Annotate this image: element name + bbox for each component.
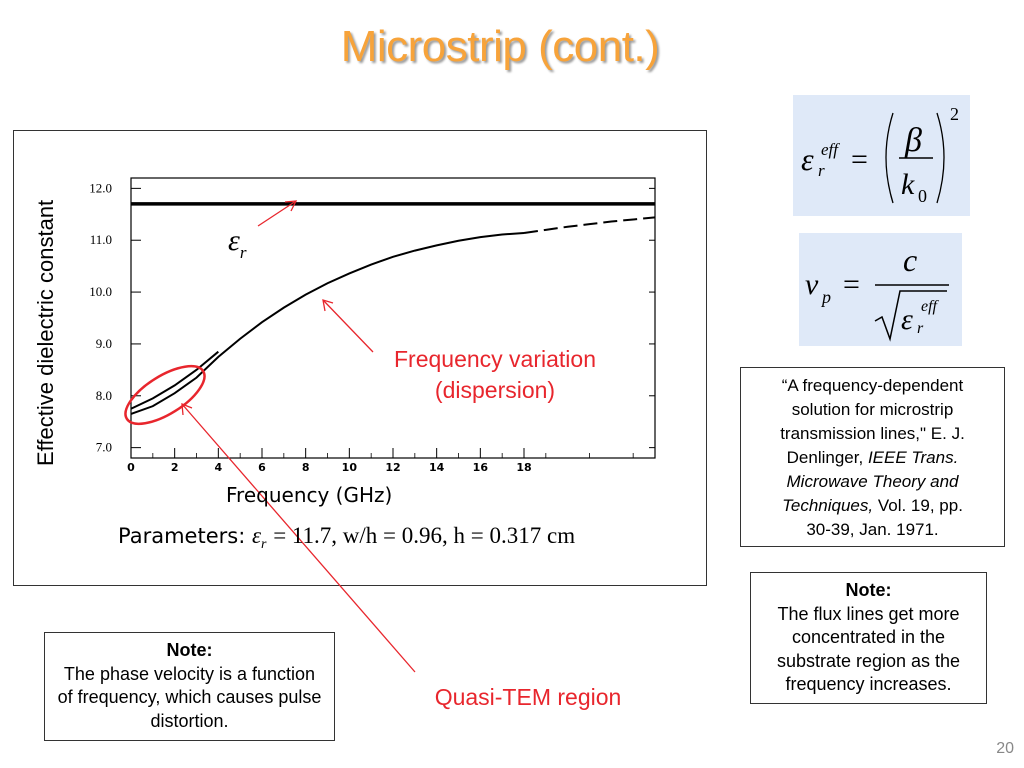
svg-text:v: v bbox=[805, 268, 819, 301]
y-axis-label: Effective dielectric constant bbox=[33, 199, 58, 466]
er-arrow bbox=[257, 200, 297, 227]
svg-text:eff: eff bbox=[821, 140, 840, 159]
svg-text:r: r bbox=[917, 320, 924, 337]
y-tick-label: 7.0 bbox=[96, 440, 112, 455]
slide-title: Microstrip (cont.) bbox=[340, 22, 660, 71]
page-number: 20 bbox=[996, 740, 1014, 757]
svg-text:=: = bbox=[843, 268, 860, 301]
svg-text:2: 2 bbox=[950, 104, 959, 124]
y-tick-label: 8.0 bbox=[96, 388, 112, 403]
x-axis-label: Frequency (GHz) bbox=[226, 483, 393, 507]
x-tick-label: 16 bbox=[473, 461, 489, 474]
y-tick-label: 12.0 bbox=[89, 180, 112, 195]
flux-note: Note: The flux lines get more concentrat… bbox=[750, 572, 987, 704]
svg-text:ε: ε bbox=[801, 141, 814, 177]
series-line-1 bbox=[130, 231, 525, 415]
svg-text:c: c bbox=[903, 242, 917, 278]
flux-note-text: The flux lines get more concentrated in … bbox=[776, 603, 961, 695]
svg-text:ε: ε bbox=[901, 303, 913, 336]
equation-1-graphic: ε eff r = β k 0 2 bbox=[801, 104, 959, 206]
phase-note-title: Note: bbox=[166, 640, 213, 660]
quasi-tem-arrow bbox=[181, 403, 416, 673]
svg-text:0: 0 bbox=[918, 186, 927, 206]
x-tick-label: 14 bbox=[429, 461, 445, 474]
series-line-2 bbox=[523, 216, 656, 234]
svg-text:=: = bbox=[851, 143, 868, 176]
x-tick-label: 6 bbox=[258, 461, 266, 474]
x-tick-label: 0 bbox=[127, 461, 135, 474]
params-prefix: Parameters: bbox=[118, 524, 246, 548]
x-tick-label: 10 bbox=[342, 461, 358, 474]
chart-series bbox=[130, 202, 656, 415]
dispersion-arrow-head bbox=[322, 299, 334, 312]
x-tick-label: 2 bbox=[171, 461, 179, 474]
equation-2-graphic: v p = c ε eff r bbox=[805, 242, 949, 342]
svg-text:k: k bbox=[901, 168, 915, 201]
er-series-label: εr bbox=[228, 224, 247, 262]
plot-frame bbox=[130, 177, 656, 459]
svg-text:r: r bbox=[818, 161, 825, 180]
dispersion-annotation: Frequency variation (dispersion) bbox=[394, 346, 596, 403]
x-tick-label: 8 bbox=[302, 461, 310, 474]
parameters-line: Parameters: εr = 11.7, w/h = 0.96, h = 0… bbox=[118, 523, 576, 552]
x-tick-label: 18 bbox=[516, 461, 531, 474]
phase-velocity-note: Note: The phase velocity is a function o… bbox=[44, 632, 335, 741]
y-tick-label: 10.0 bbox=[89, 284, 112, 299]
svg-text:eff: eff bbox=[921, 298, 940, 315]
svg-text:β: β bbox=[904, 122, 922, 159]
y-tick-label: 11.0 bbox=[90, 232, 112, 247]
x-tick-label: 4 bbox=[215, 461, 223, 474]
y-tick-label: 9.0 bbox=[96, 336, 112, 351]
figure-box bbox=[13, 130, 707, 586]
dispersion-arrow bbox=[322, 299, 374, 353]
quasi-tem-arrow-head bbox=[181, 403, 193, 416]
params-values: = 11.7, w/h = 0.96, h = 0.317 cm bbox=[273, 523, 576, 548]
equation-phase-velocity: v p = c ε eff r bbox=[799, 233, 962, 346]
equation-eff-permittivity: ε eff r = β k 0 2 bbox=[793, 95, 970, 216]
x-tick-label: 12 bbox=[385, 461, 400, 474]
svg-text:p: p bbox=[820, 287, 831, 307]
er-arrow-head bbox=[284, 200, 298, 212]
quasi-tem-annotation: Quasi-TEM region bbox=[434, 684, 622, 710]
flux-note-title: Note: bbox=[845, 580, 892, 600]
phase-note-text: The phase velocity is a function of freq… bbox=[57, 663, 322, 731]
params-epsilon: ε bbox=[251, 523, 262, 548]
chart-ticks: 12.0 11.0 10.0 9.0 8.0 7.0 0 2 4 6 8 10 12 14 16 18 bbox=[89, 180, 655, 474]
chart-axes bbox=[130, 177, 656, 459]
quasi-tem-ellipse bbox=[124, 364, 206, 426]
reference-box: “A frequency-dependent solution for micr… bbox=[740, 367, 1005, 547]
series-line-3 bbox=[130, 350, 219, 410]
